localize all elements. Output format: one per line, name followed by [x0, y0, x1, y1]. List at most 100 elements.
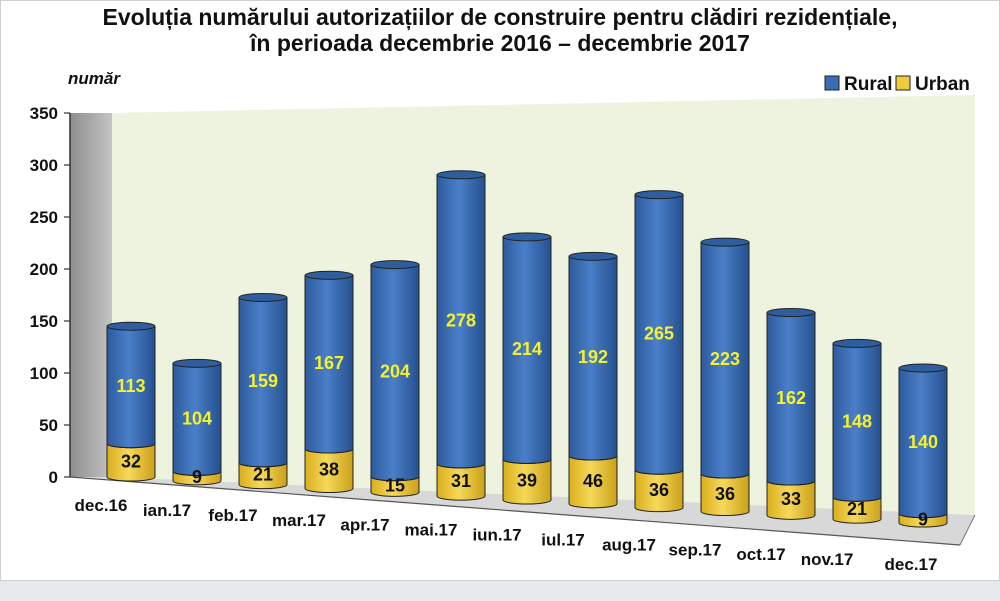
x-tick-label: iun.17: [472, 526, 521, 545]
bar-segment-divider: [700, 473, 750, 479]
bottom-scroll-bar: [0, 580, 1000, 601]
bar-top-cap: [370, 260, 420, 270]
x-tick-label: apr.17: [340, 516, 389, 535]
x-tick-label: dec.17: [885, 555, 938, 574]
bar-group-nov.17: 148 21 nov.17: [801, 338, 882, 569]
bar-top-cap: [766, 308, 816, 318]
data-label-urban: 39: [517, 471, 537, 491]
data-label-rural: 214: [512, 339, 542, 359]
bar-segment-divider: [436, 463, 486, 469]
bar-segment-divider: [502, 459, 552, 464]
bar-group-dec.17: 140 9 dec.17: [885, 363, 948, 574]
chart-title-line-1: Evoluția numărului autorizațiilor de con…: [102, 4, 898, 30]
y-tick-label: 50: [39, 416, 58, 435]
x-tick-label: mar.17: [272, 511, 326, 530]
y-tick-label: 300: [30, 156, 58, 175]
x-tick-label: ian.17: [143, 501, 191, 520]
bar-group-iul.17: 192 46 iul.17: [541, 251, 618, 549]
floor-right-edge: [959, 514, 976, 546]
bar-segment-divider: [898, 513, 948, 519]
data-label-urban: 36: [715, 484, 735, 504]
plot-side-wall: [70, 113, 112, 477]
bar-group-apr.17: 204 15 apr.17: [340, 260, 420, 535]
data-label-urban: 9: [918, 509, 928, 529]
bar-group-mai.17: 278 31 mai.17: [405, 170, 486, 540]
data-label-urban: 9: [192, 467, 202, 487]
bar-segment-divider: [172, 471, 222, 476]
bar-urban: [634, 469, 684, 513]
bar-segment-divider: [832, 497, 882, 502]
data-label-rural: 192: [578, 347, 608, 367]
data-label-urban: 38: [319, 460, 339, 480]
floor-front-edge: [69, 476, 961, 546]
bar-group-mar.17: 167 38 mar.17: [272, 270, 354, 530]
data-label-urban: 33: [781, 489, 801, 509]
legend-swatch-urban: [895, 75, 911, 91]
data-label-rural: 204: [380, 362, 410, 382]
bar-segment-divider: [106, 443, 156, 449]
y-tick-label: 150: [30, 312, 58, 331]
x-tick-label: feb.17: [208, 506, 257, 525]
x-tick-label: aug.17: [602, 535, 656, 554]
y-tick-label: 0: [49, 468, 58, 487]
bar-urban: [502, 458, 552, 505]
bar-group-oct.17: 162 33 oct.17: [736, 308, 816, 564]
bar-group-sep.17: 223 36 sep.17: [669, 237, 750, 559]
bar-group-aug.17: 265 36 aug.17: [602, 190, 684, 554]
bar-top-cap: [304, 270, 354, 280]
bar-top-cap: [898, 363, 948, 373]
x-tick-label: mai.17: [405, 521, 458, 540]
bar-urban: [106, 443, 156, 482]
x-tick-label: nov.17: [801, 550, 854, 569]
chart-title: Evoluția numărului autorizațiilor de con…: [0, 4, 1000, 56]
bar-urban: [238, 462, 288, 490]
bar-urban: [304, 448, 354, 493]
data-label-urban: 21: [253, 465, 273, 485]
bar-segment-divider: [634, 470, 684, 475]
bar-segment-divider: [304, 448, 354, 454]
y-tick-label: 200: [30, 260, 58, 279]
bar-urban: [436, 463, 486, 501]
bar-group-dec.16: 113 32 dec.16: [75, 321, 156, 515]
bar-segment-divider: [370, 476, 420, 482]
y-axis-unit-label: număr: [68, 69, 121, 88]
data-label-urban: 46: [583, 471, 603, 491]
data-label-rural: 265: [644, 323, 674, 343]
bar-urban: [700, 473, 750, 516]
bar-segment-divider: [766, 480, 816, 486]
bar-top-cap: [832, 338, 882, 348]
bar-top-cap: [502, 232, 552, 242]
data-label-urban: 32: [121, 451, 141, 471]
data-label-urban: 15: [385, 476, 405, 496]
bar-top-cap: [172, 358, 222, 368]
y-tick-label: 350: [30, 104, 58, 123]
data-label-rural: 167: [314, 353, 344, 373]
bar-top-cap: [436, 170, 486, 180]
bar-group-iun.17: 214 39 iun.17: [472, 232, 552, 545]
data-label-rural: 104: [182, 408, 212, 428]
legend-swatch-rural: [824, 75, 840, 91]
bar-top-cap: [238, 292, 288, 302]
y-tick-label: 100: [30, 364, 58, 383]
bar-segment-divider: [568, 455, 618, 461]
bar-urban: [766, 480, 816, 520]
x-tick-label: sep.17: [669, 540, 722, 559]
bar-urban: [370, 476, 420, 497]
bar-top-cap: [568, 251, 618, 261]
data-label-urban: 31: [451, 471, 471, 491]
x-tick-label: iul.17: [541, 530, 584, 549]
bar-segment-divider: [238, 462, 288, 468]
data-label-rural: 113: [116, 376, 145, 396]
x-tick-label: oct.17: [736, 545, 785, 564]
bar-top-cap: [634, 190, 684, 200]
data-label-rural: 159: [248, 371, 278, 391]
data-label-rural: 148: [842, 411, 872, 431]
data-label-rural: 162: [776, 388, 806, 408]
x-tick-label: dec.16: [75, 496, 128, 515]
data-label-urban: 36: [649, 480, 669, 500]
data-label-rural: 278: [446, 310, 476, 330]
chart-title-line-2: în perioada decembrie 2016 – decembrie 2…: [250, 30, 750, 56]
legend-label-urban: Urban: [915, 74, 970, 95]
